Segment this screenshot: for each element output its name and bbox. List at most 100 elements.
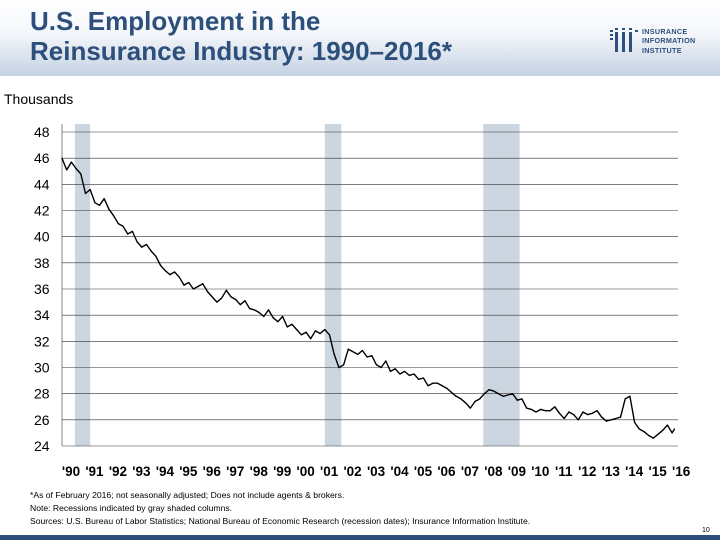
- employment-line-chart: 48 46 44 42 40 38 36 34 32 30 28 26 24 '90 '91 '92 '93 '9…: [34, 124, 691, 479]
- data-point: [418, 378, 420, 380]
- x-tick-label: '90: [62, 464, 80, 479]
- data-point: [591, 412, 593, 414]
- x-tick-label: '93: [132, 464, 151, 479]
- data-point: [174, 271, 176, 273]
- x-tick-label: '12: [578, 464, 596, 479]
- data-point: [399, 373, 401, 375]
- data-point: [117, 222, 119, 225]
- y-tick-label: 30: [34, 360, 50, 376]
- footnote-1: *As of February 2016; not seasonally adj…: [30, 490, 345, 500]
- data-point: [493, 390, 495, 392]
- data-point: [300, 334, 302, 336]
- y-tick-label: 44: [34, 176, 50, 192]
- data-point: [286, 326, 288, 328]
- series-line: [61, 157, 676, 439]
- data-point: [427, 385, 429, 387]
- y-tick-label: 36: [34, 281, 50, 297]
- data-point: [263, 315, 265, 318]
- x-tick-label: '06: [437, 464, 456, 479]
- y-tick-label: 46: [34, 150, 50, 166]
- data-point: [333, 353, 335, 356]
- data-point: [673, 428, 676, 430]
- footnote-3: Sources: U.S. Bureau of Labor Statistics…: [30, 516, 531, 526]
- data-point: [357, 353, 359, 356]
- title-line-2: Reinsurance Industry: 1990–2016*: [30, 36, 452, 66]
- x-tick-label: '97: [226, 464, 244, 479]
- data-point: [131, 230, 133, 233]
- data-point: [549, 410, 551, 412]
- logo-line-2: INFORMATION: [642, 36, 696, 46]
- data-point: [385, 360, 387, 362]
- data-point: [563, 417, 565, 420]
- data-point: [220, 297, 223, 299]
- x-tick-label: '08: [484, 464, 503, 479]
- data-point: [596, 410, 598, 412]
- data-point: [455, 395, 457, 397]
- header-band: [0, 0, 720, 76]
- data-point: [511, 393, 514, 395]
- data-point: [554, 406, 556, 408]
- data-point: [159, 264, 162, 267]
- data-point: [629, 395, 631, 397]
- x-tick-label: '10: [531, 464, 549, 479]
- data-point: [197, 285, 199, 287]
- data-point: [84, 192, 87, 195]
- data-point: [225, 289, 227, 291]
- data-point: [535, 411, 537, 413]
- data-point: [469, 407, 471, 409]
- recession-band: [324, 124, 342, 446]
- data-point: [343, 364, 345, 366]
- data-point: [206, 291, 209, 293]
- data-point: [324, 328, 326, 331]
- data-point: [103, 198, 105, 200]
- data-point: [70, 161, 72, 163]
- data-point: [413, 373, 415, 375]
- data-point: [643, 431, 645, 433]
- data-point: [615, 417, 617, 420]
- data-point: [624, 398, 626, 400]
- data-point: [521, 398, 523, 400]
- data-point: [258, 311, 260, 314]
- data-point: [108, 208, 110, 210]
- data-point: [648, 434, 650, 437]
- data-point: [277, 321, 279, 323]
- y-tick-label: 42: [34, 203, 50, 219]
- x-tick-label: '13: [602, 464, 621, 479]
- data-point: [582, 411, 584, 413]
- data-point: [296, 328, 298, 331]
- data-point: [540, 408, 542, 410]
- logo-line-1: INSURANCE: [642, 27, 688, 36]
- x-tick-label: '14: [625, 464, 644, 479]
- data-point: [113, 215, 115, 217]
- y-tick-label: 48: [34, 124, 50, 140]
- data-point: [436, 382, 439, 384]
- y-tick-label: 40: [34, 229, 50, 245]
- data-point: [202, 283, 204, 285]
- data-point: [638, 428, 640, 430]
- y-axis-unit-label: Thousands: [4, 91, 74, 107]
- data-point: [488, 389, 490, 391]
- data-point: [502, 395, 504, 397]
- x-tick-label: '98: [250, 464, 269, 479]
- data-point: [267, 309, 270, 311]
- data-point: [619, 416, 622, 418]
- y-tick-label: 26: [34, 412, 50, 428]
- data-point: [577, 419, 579, 421]
- data-point: [666, 424, 669, 426]
- data-point: [136, 241, 138, 243]
- data-point: [249, 308, 251, 310]
- data-point: [347, 348, 349, 350]
- data-point: [568, 411, 570, 413]
- data-point: [497, 393, 500, 395]
- data-point: [657, 433, 659, 435]
- data-point: [671, 432, 673, 434]
- data-point: [544, 410, 547, 412]
- data-point: [239, 304, 241, 306]
- data-point: [122, 225, 124, 227]
- data-point: [389, 370, 392, 373]
- x-tick-label: '94: [156, 464, 175, 479]
- data-point: [80, 173, 82, 175]
- x-tick-label: '09: [508, 464, 526, 479]
- y-tick-label: 28: [34, 386, 50, 402]
- data-point: [211, 296, 213, 298]
